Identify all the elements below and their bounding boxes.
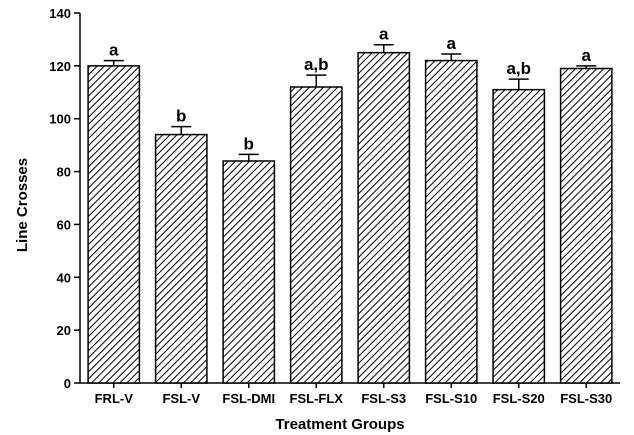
significance-label: a [447, 34, 457, 53]
significance-label: a [582, 46, 592, 65]
significance-label: a,b [304, 55, 329, 74]
bar-fsl-dmi [222, 160, 276, 384]
y-tick-label: 0 [64, 376, 71, 391]
y-tick-label: 60 [57, 217, 71, 232]
significance-label: a [109, 41, 119, 60]
x-tick-label: FSL-S10 [425, 391, 477, 406]
y-axis-title: Line Crosses [14, 158, 31, 252]
x-tick-label: FSL-V [162, 391, 200, 406]
x-axis-title: Treatment Groups [275, 416, 404, 433]
y-tick-label: 120 [49, 59, 71, 74]
y-tick-label: 80 [57, 165, 71, 180]
x-tick-label: FSL-S30 [560, 391, 612, 406]
significance-label: b [244, 134, 254, 153]
x-tick-label: FRL-V [95, 391, 134, 406]
bar-fsl-s30 [559, 67, 613, 384]
significance-label: a,b [506, 59, 531, 78]
x-tick-label: FSL-S20 [493, 391, 545, 406]
x-tick-label: FSL-FLX [290, 391, 344, 406]
bar-fsl-flx [289, 86, 343, 384]
significance-label: b [176, 107, 186, 126]
x-tick-label: FSL-S3 [361, 391, 406, 406]
bar-fsl-v [154, 133, 208, 384]
bar-fsl-s10 [424, 59, 478, 384]
y-tick-label: 140 [49, 6, 71, 21]
y-tick-label: 20 [57, 323, 71, 338]
y-tick-label: 100 [49, 112, 71, 127]
bar-frl-v [87, 65, 141, 384]
plot-area: 0 20 40 60 80 100 120 140 FRL-V a FSL-V b FSL-DMI b FS… [49, 6, 620, 406]
y-tick-label: 40 [57, 270, 71, 285]
bar-fsl-s3 [357, 51, 411, 384]
significance-label: a [379, 25, 389, 44]
bar-fsl-s20 [492, 88, 546, 384]
x-tick-label: FSL-DMI [222, 391, 275, 406]
